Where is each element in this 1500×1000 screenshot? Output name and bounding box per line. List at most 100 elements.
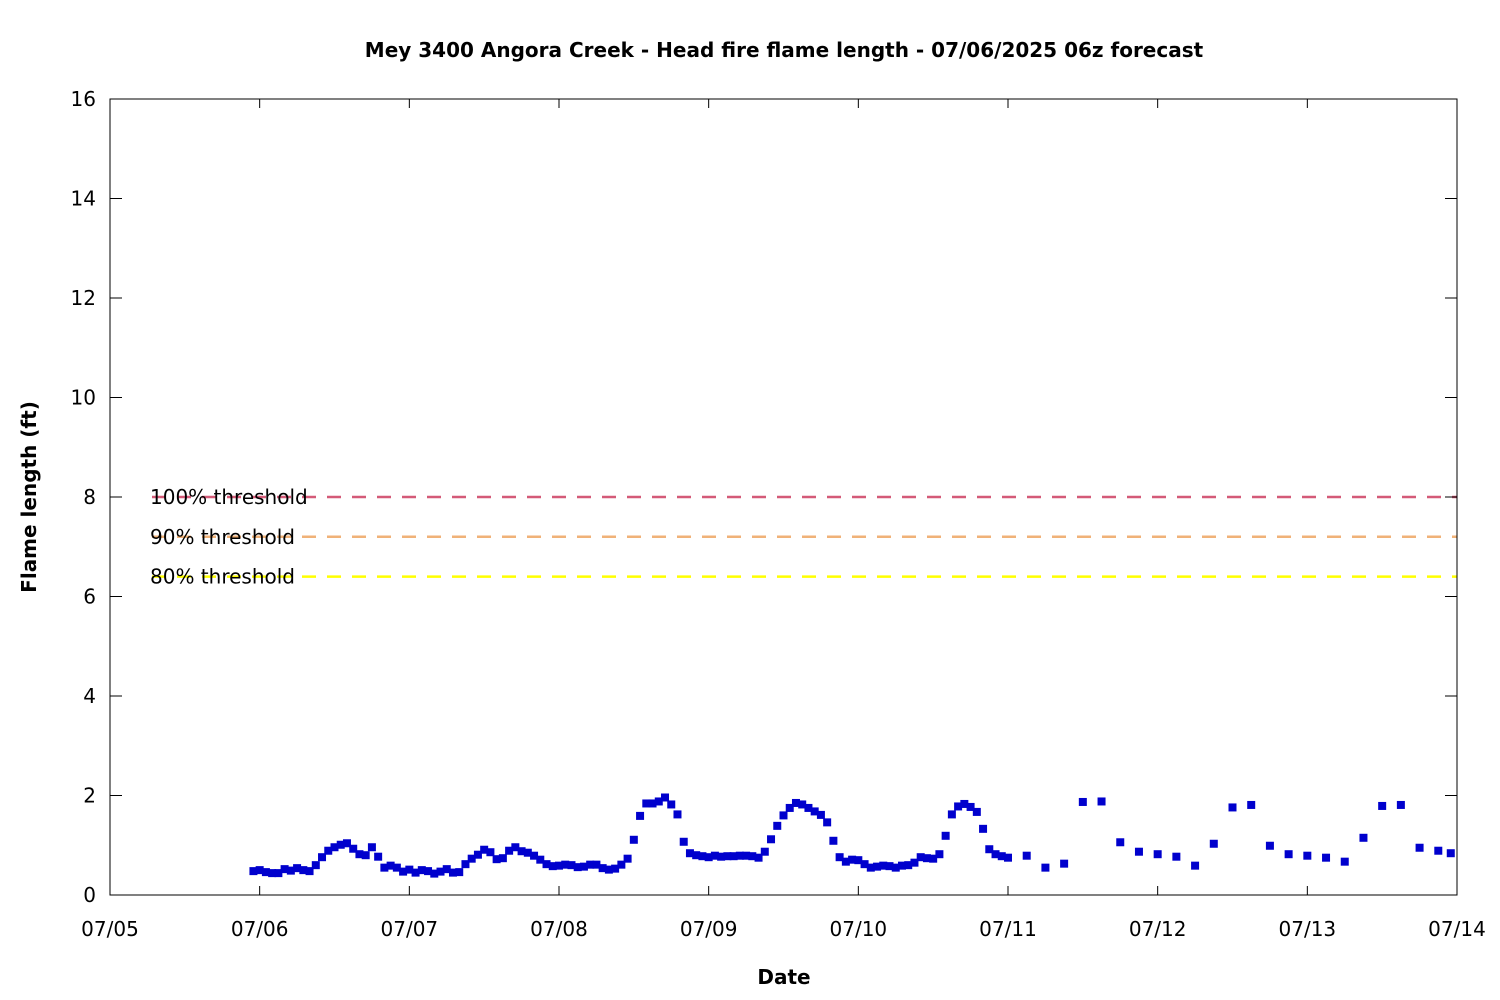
data-point — [735, 851, 744, 860]
data-point — [922, 854, 931, 863]
data-point — [280, 865, 289, 874]
data-point — [673, 810, 682, 819]
data-point — [1340, 857, 1349, 866]
data-point — [885, 862, 894, 871]
data-point — [823, 818, 832, 827]
data-point — [860, 860, 869, 869]
data-point — [349, 844, 358, 853]
data-point — [779, 811, 788, 820]
data-point — [835, 853, 844, 862]
data-point — [1446, 849, 1455, 858]
data-point — [286, 866, 295, 875]
data-point — [448, 868, 457, 877]
data-point — [629, 835, 638, 844]
x-tick-label: 07/14 — [1428, 917, 1486, 941]
data-point — [542, 860, 551, 869]
y-tick-label: 2 — [83, 784, 96, 808]
data-point — [255, 866, 264, 875]
data-point — [972, 807, 981, 816]
data-point — [979, 824, 988, 833]
data-point — [698, 852, 707, 861]
data-point — [1303, 851, 1312, 860]
data-point — [492, 855, 501, 864]
data-point — [1322, 853, 1331, 862]
data-point — [573, 863, 582, 872]
threshold-label: 90% threshold — [150, 525, 295, 549]
x-tick-label: 07/13 — [1279, 917, 1337, 941]
data-point — [954, 802, 963, 811]
x-axis-label: Date — [757, 965, 810, 989]
y-tick-label: 16 — [71, 87, 96, 111]
data-point — [311, 861, 320, 870]
data-point — [1022, 851, 1031, 860]
threshold-lines: 100% threshold 90% threshold 80% threshold — [150, 485, 1457, 589]
data-point — [648, 799, 657, 808]
data-point — [966, 802, 975, 811]
data-point — [891, 863, 900, 872]
data-point — [748, 852, 757, 861]
data-point — [523, 848, 532, 857]
y-axis-label: Flame length (ft) — [17, 401, 41, 593]
data-point — [717, 852, 726, 861]
x-tick-label: 07/07 — [381, 917, 439, 941]
data-point — [941, 831, 950, 840]
data-point — [729, 852, 738, 861]
data-point — [960, 799, 969, 808]
data-point — [498, 854, 507, 863]
data-point — [916, 853, 925, 862]
data-point — [1191, 861, 1200, 870]
data-point — [773, 821, 782, 830]
data-point — [704, 853, 713, 862]
data-point — [879, 861, 888, 870]
data-point — [767, 835, 776, 844]
x-tick-label: 07/09 — [680, 917, 738, 941]
data-point — [486, 848, 495, 857]
x-tick-label: 07/08 — [530, 917, 588, 941]
data-point — [997, 852, 1006, 861]
data-point — [798, 800, 807, 809]
data-point — [854, 856, 863, 865]
data-point — [405, 865, 414, 874]
x-tick-label: 07/12 — [1129, 917, 1187, 941]
data-point — [661, 793, 670, 802]
data-point — [249, 867, 258, 876]
data-point — [985, 845, 994, 854]
x-tick-label: 07/05 — [81, 917, 139, 941]
data-point — [586, 860, 595, 869]
data-point — [791, 798, 800, 807]
axis-ticks: 07/05 07/06 07/07 07/08 07/09 07/10 07/11 07/12… — [71, 87, 1486, 941]
data-point — [511, 843, 520, 852]
data-point — [361, 851, 370, 860]
data-point — [424, 867, 433, 876]
data-point — [367, 843, 376, 852]
data-point — [324, 846, 333, 855]
data-point — [1116, 838, 1125, 847]
y-tick-label: 0 — [83, 883, 96, 907]
data-point — [1284, 850, 1293, 859]
data-point — [530, 851, 539, 860]
plot-frame — [109, 98, 1458, 896]
data-point — [804, 803, 813, 812]
data-point — [1097, 797, 1106, 806]
data-point — [355, 850, 364, 859]
threshold-label: 100% threshold — [150, 485, 308, 509]
data-point — [1378, 801, 1387, 810]
data-point — [386, 861, 395, 870]
chart-title: Mey 3400 Angora Creek - Head fire flame … — [365, 38, 1204, 62]
data-point — [611, 864, 620, 873]
data-point — [623, 854, 632, 863]
data-point — [505, 846, 514, 855]
data-point — [604, 865, 613, 874]
data-point — [617, 860, 626, 869]
data-point — [742, 851, 751, 860]
data-point — [866, 863, 875, 872]
data-point — [947, 810, 956, 819]
data-point — [1004, 853, 1012, 862]
data-point — [1415, 843, 1424, 852]
data-point — [1153, 850, 1162, 859]
data-point — [710, 851, 719, 860]
data-point — [305, 867, 314, 876]
data-point — [654, 797, 663, 806]
data-point — [299, 866, 308, 875]
